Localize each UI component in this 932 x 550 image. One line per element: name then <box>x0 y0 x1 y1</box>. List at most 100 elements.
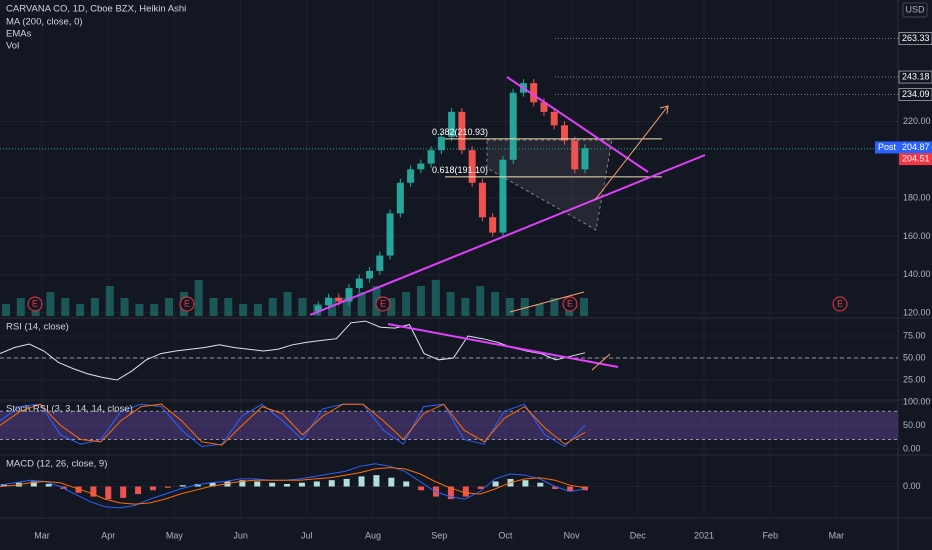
volume-bar <box>446 292 455 316</box>
volume-bar <box>194 280 203 316</box>
event-label: E <box>380 298 386 308</box>
fib-label: 0.618(191.10) <box>432 165 488 175</box>
candle-body <box>366 270 374 279</box>
event-marker <box>27 296 43 312</box>
volume-bar <box>46 292 55 316</box>
pane-title: Stoch RSI (3, 3, 14, 14, close) <box>6 404 133 415</box>
histogram-bar <box>373 475 380 487</box>
volume-bar <box>150 304 159 316</box>
x-tick-label: Sep <box>431 530 447 540</box>
histogram-bar <box>209 482 216 487</box>
x-tick-label: Jun <box>233 530 248 540</box>
macd-line <box>0 467 586 505</box>
volume-bar <box>357 292 366 316</box>
candle-body <box>530 83 538 103</box>
x-tick-label: Aug <box>365 530 381 540</box>
volume-bar <box>283 292 292 316</box>
x-tick-label: 2021 <box>694 530 714 540</box>
currency[interactable]: USD <box>905 4 925 14</box>
histogram-bar <box>45 483 52 487</box>
candle-body <box>376 255 384 271</box>
candle-body <box>560 125 568 141</box>
histogram-bar <box>1 483 7 487</box>
price-label-box <box>898 88 932 101</box>
x-tick-label: May <box>166 530 184 540</box>
volume-bar <box>416 286 425 316</box>
histogram-bar <box>582 486 588 491</box>
marks: Mar Apr May Jun Jul Aug Sep Oct Nov Dec 2021 Feb Mar… <box>0 32 932 540</box>
volume-bar <box>120 298 129 316</box>
volume-bar <box>387 298 396 316</box>
candle-body <box>325 297 333 306</box>
histogram-bar <box>552 486 559 490</box>
x-tick-label: Jul <box>301 530 313 540</box>
x-tick-label: Mar <box>34 530 50 540</box>
histogram-bar <box>418 486 425 491</box>
volume-bar <box>135 304 144 316</box>
candle-body <box>509 92 517 160</box>
event-marker <box>179 296 195 312</box>
volume-bar <box>105 286 114 316</box>
rsi-line <box>0 320 586 381</box>
y-tick-label: 50.00 <box>903 420 926 430</box>
stoch-line <box>0 403 586 446</box>
histogram-bar <box>343 478 350 487</box>
volume-bar <box>491 292 500 316</box>
y-tick-label: 140.00 <box>903 269 931 279</box>
candle-body <box>417 163 425 170</box>
candle-body <box>345 288 353 302</box>
histogram-bar <box>30 481 37 487</box>
histogram-bar <box>298 482 305 487</box>
volume-bar <box>461 298 470 316</box>
currency-box[interactable] <box>902 2 928 18</box>
arrow <box>591 353 611 371</box>
stoch-line <box>0 403 586 448</box>
price-label-name: Post <box>878 142 897 152</box>
histogram-bar <box>284 483 291 487</box>
histogram-bar <box>164 486 171 488</box>
y-tick-label: 0.00 <box>903 443 921 453</box>
pane-title: RSI (14, close) <box>6 322 69 333</box>
candle-body <box>427 150 435 164</box>
event-label: E <box>32 298 38 308</box>
volume-bar <box>298 298 307 316</box>
histogram-bar <box>239 480 246 487</box>
y-tick-label: 50.00 <box>903 352 926 362</box>
chart-title: CARVANA CO, 1D, Cboe BZX, Heikin Ashi <box>6 4 186 15</box>
arrow <box>509 291 585 313</box>
candle-body <box>314 305 322 312</box>
x-tick-label: Oct <box>498 530 513 540</box>
candle-body <box>489 217 497 233</box>
volume-bar <box>476 286 485 316</box>
y-tick-label: 160.00 <box>903 231 931 241</box>
candle-body <box>581 148 589 170</box>
price-label: 234.09 <box>902 89 930 99</box>
y-tick-label: 180.00 <box>903 192 931 202</box>
y-tick-label: 25.00 <box>903 374 926 384</box>
y-tick-label: 120.00 <box>903 307 931 317</box>
band <box>0 411 898 440</box>
indicator-label: MA (200, close, 0) <box>6 17 83 28</box>
y-tick-label: 0.00 <box>903 481 921 491</box>
histogram-bar <box>492 481 499 487</box>
volume-bar <box>239 304 248 316</box>
volume-bar <box>505 298 514 316</box>
candle-body <box>407 169 415 183</box>
candle-body <box>355 278 363 289</box>
candle-body <box>499 159 507 233</box>
histogram-bar <box>149 486 156 491</box>
price-label: 243.18 <box>902 71 930 81</box>
histogram-bar <box>120 486 127 498</box>
spacer <box>3 519 25 548</box>
volume-bar <box>253 304 262 316</box>
x-tick-label: Nov <box>564 530 581 540</box>
arrow <box>594 105 669 201</box>
y-tick-label: 220.00 <box>903 116 931 126</box>
volume-bar <box>402 292 411 316</box>
histogram-bar <box>403 481 410 487</box>
price-label-box <box>899 153 932 166</box>
histogram-bar <box>447 486 454 500</box>
volume-bar <box>61 298 70 316</box>
